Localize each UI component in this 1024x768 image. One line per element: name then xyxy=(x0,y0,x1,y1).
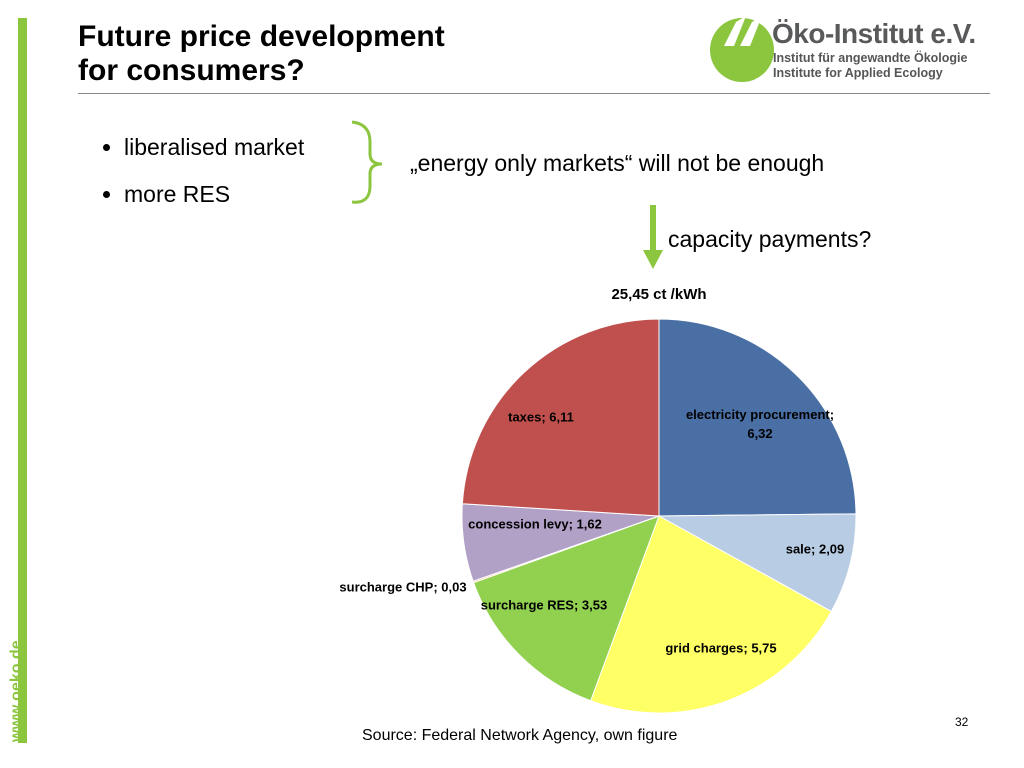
slide-title: Future price development for consumers? xyxy=(78,20,445,88)
source: Source: Federal Network Agency, own figu… xyxy=(362,727,678,744)
title-line: for consumers? xyxy=(78,54,305,87)
pie-slice xyxy=(658,318,857,517)
pie-slice xyxy=(472,515,660,702)
title-rule xyxy=(78,93,990,94)
title-line: Future price development xyxy=(78,20,445,53)
data-label: grid charges; 5,75 xyxy=(665,640,777,656)
data-label: surcharge CHP; 0,03 xyxy=(339,579,467,595)
pie-slice xyxy=(590,515,833,714)
bullet-list: liberalised market more RES xyxy=(88,124,304,218)
side-bar xyxy=(18,18,27,743)
side-url: www.oeko.de xyxy=(8,640,25,742)
arrow-text: capacity payments? xyxy=(668,226,872,252)
logo-mark xyxy=(710,16,774,82)
pie-slice xyxy=(461,318,660,517)
bullet: more RES xyxy=(124,171,304,218)
pie xyxy=(461,318,857,714)
pie-slice xyxy=(657,513,857,613)
brace xyxy=(351,120,383,204)
data-label: concession levy; 1,62 xyxy=(468,516,602,532)
data-label: taxes; 6,11 xyxy=(508,409,574,425)
logo-subtitle: Institute for Applied Ecology xyxy=(773,66,943,80)
quote: „energy only markets“ will not be enough xyxy=(410,150,825,176)
down-arrow xyxy=(643,205,663,269)
logo-subtitle: Institut für angewandte Ökologie xyxy=(773,51,968,65)
chart-title: 25,45 ct /kWh xyxy=(611,286,707,303)
data-label: electricity procurement; 6,32 xyxy=(685,407,835,441)
data-label: sale; 2,09 xyxy=(785,541,845,557)
data-label: surcharge RES; 3,53 xyxy=(480,597,608,613)
bullet: liberalised market xyxy=(124,124,304,171)
logo-name: Öko-Institut e.V. xyxy=(772,18,976,49)
page-number: 32 xyxy=(955,715,969,729)
